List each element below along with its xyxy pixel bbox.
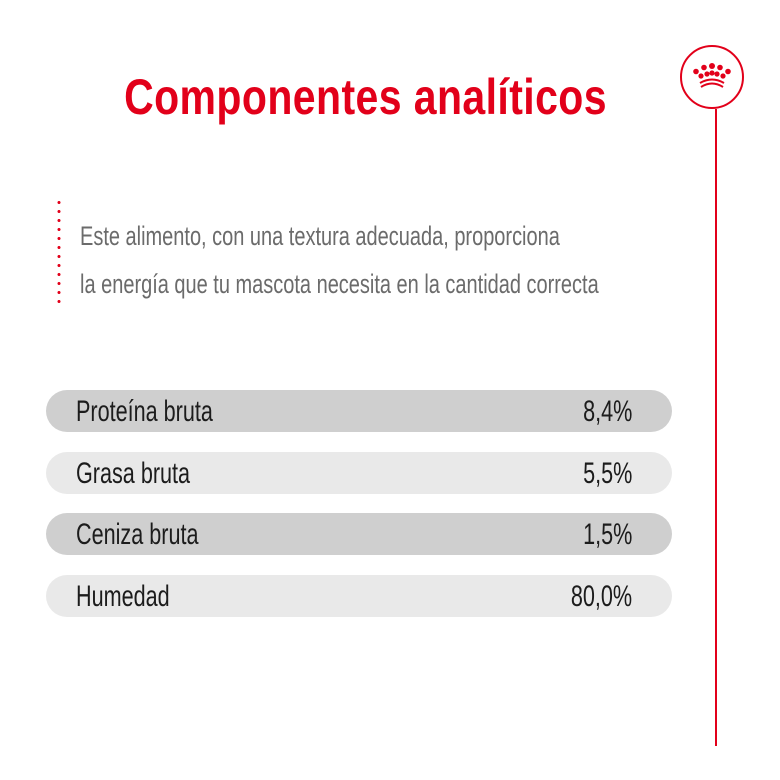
component-label: Proteína bruta <box>76 395 213 428</box>
component-row-ash: Ceniza bruta 1,5% <box>46 513 672 555</box>
component-value: 5,5% <box>582 456 632 490</box>
description-line: Este alimento, con una textura adecuada,… <box>80 221 560 251</box>
components-table: Proteína bruta 8,4% Grasa bruta 5,5% Cen… <box>46 390 672 636</box>
description-line: la energía que tu mascota necesita en la… <box>80 269 599 299</box>
component-label: Humedad <box>76 579 170 613</box>
component-row-fat: Grasa bruta 5,5% <box>46 451 672 494</box>
component-label: Ceniza bruta <box>76 518 199 551</box>
decorative-vertical-line <box>715 109 717 746</box>
crown-icon <box>693 63 731 88</box>
component-value: 1,5% <box>582 518 632 551</box>
component-label: Grasa bruta <box>76 456 191 490</box>
page-title: Componentes analíticos <box>124 69 607 125</box>
component-row-protein: Proteína bruta 8,4% <box>46 390 672 432</box>
description: Este alimento, con una textura adecuada,… <box>80 212 599 308</box>
dotted-divider <box>57 198 61 308</box>
brand-logo <box>680 45 744 109</box>
component-value: 80,0% <box>570 579 632 613</box>
component-value: 8,4% <box>582 395 632 428</box>
component-row-moisture: Humedad 80,0% <box>46 574 672 617</box>
